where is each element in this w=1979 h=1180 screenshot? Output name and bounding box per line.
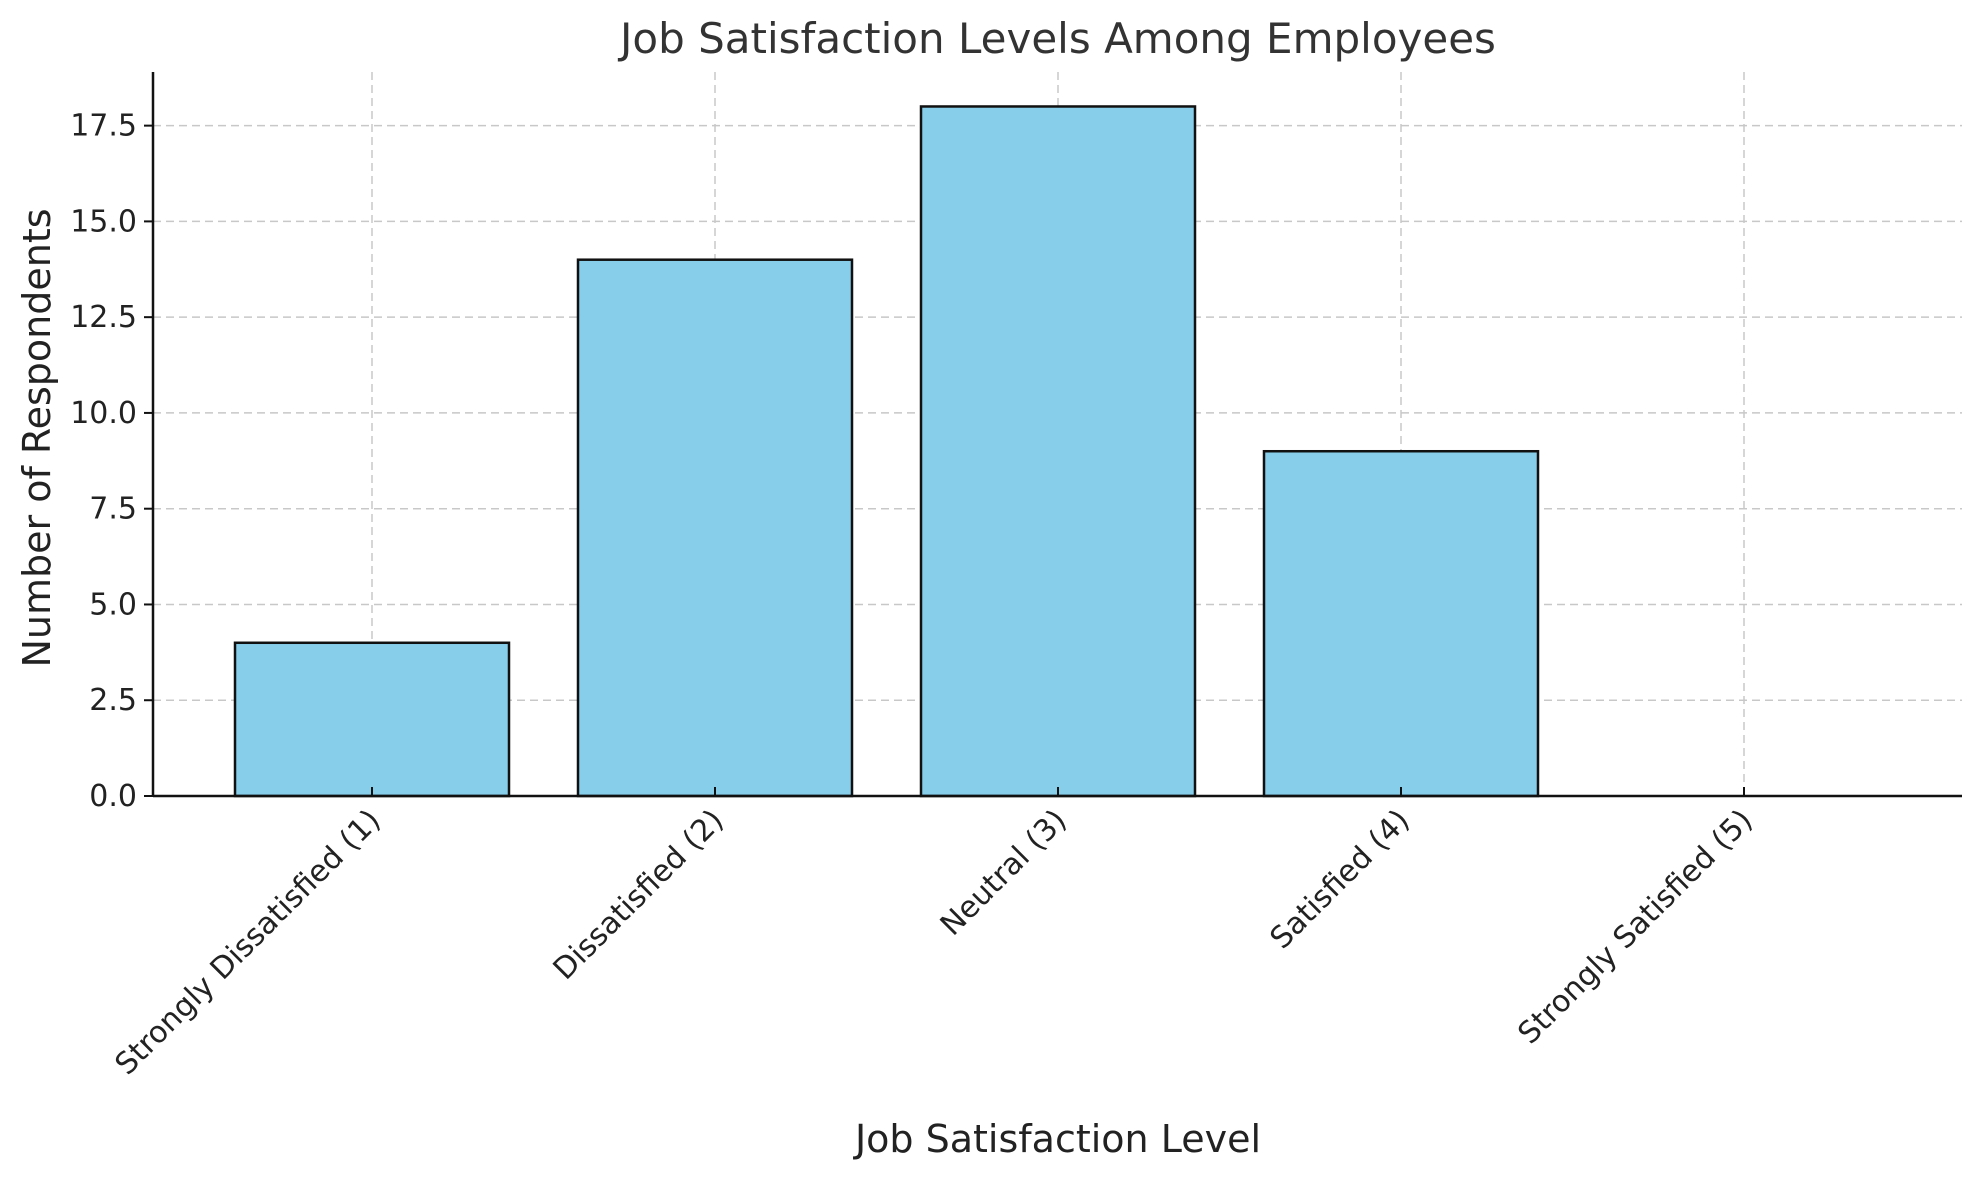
bar-1 bbox=[233, 641, 511, 798]
y-tick-label: 12.5 bbox=[70, 300, 137, 335]
y-tick-label: 15.0 bbox=[70, 204, 137, 239]
x-tick-label: Satisfied (4) bbox=[1264, 803, 1417, 956]
x-axis-label: Job Satisfaction Level bbox=[853, 1117, 1261, 1161]
bar-3 bbox=[919, 105, 1197, 798]
y-tick-label: 10.0 bbox=[70, 396, 137, 431]
y-tick-label: 17.5 bbox=[70, 109, 137, 144]
y-tick-label: 0.0 bbox=[89, 779, 137, 814]
chart-title: Job Satisfaction Levels Among Employees bbox=[617, 14, 1496, 63]
x-tick-label: Strongly Dissatisfied (1) bbox=[109, 803, 388, 1082]
x-tick-label: Strongly Satisfied (5) bbox=[1511, 803, 1759, 1051]
bar-2 bbox=[576, 258, 854, 798]
y-tick-label: 2.5 bbox=[89, 683, 137, 718]
y-tick-label: 5.0 bbox=[89, 587, 137, 622]
x-tick-label: Neutral (3) bbox=[934, 803, 1074, 943]
y-tick-label: 7.5 bbox=[89, 492, 137, 527]
bar-layer bbox=[233, 105, 1540, 798]
x-tick-label: Dissatisfied (2) bbox=[547, 803, 731, 987]
y-axis-label: Number of Respondents bbox=[15, 208, 59, 667]
bar-4 bbox=[1262, 449, 1540, 798]
